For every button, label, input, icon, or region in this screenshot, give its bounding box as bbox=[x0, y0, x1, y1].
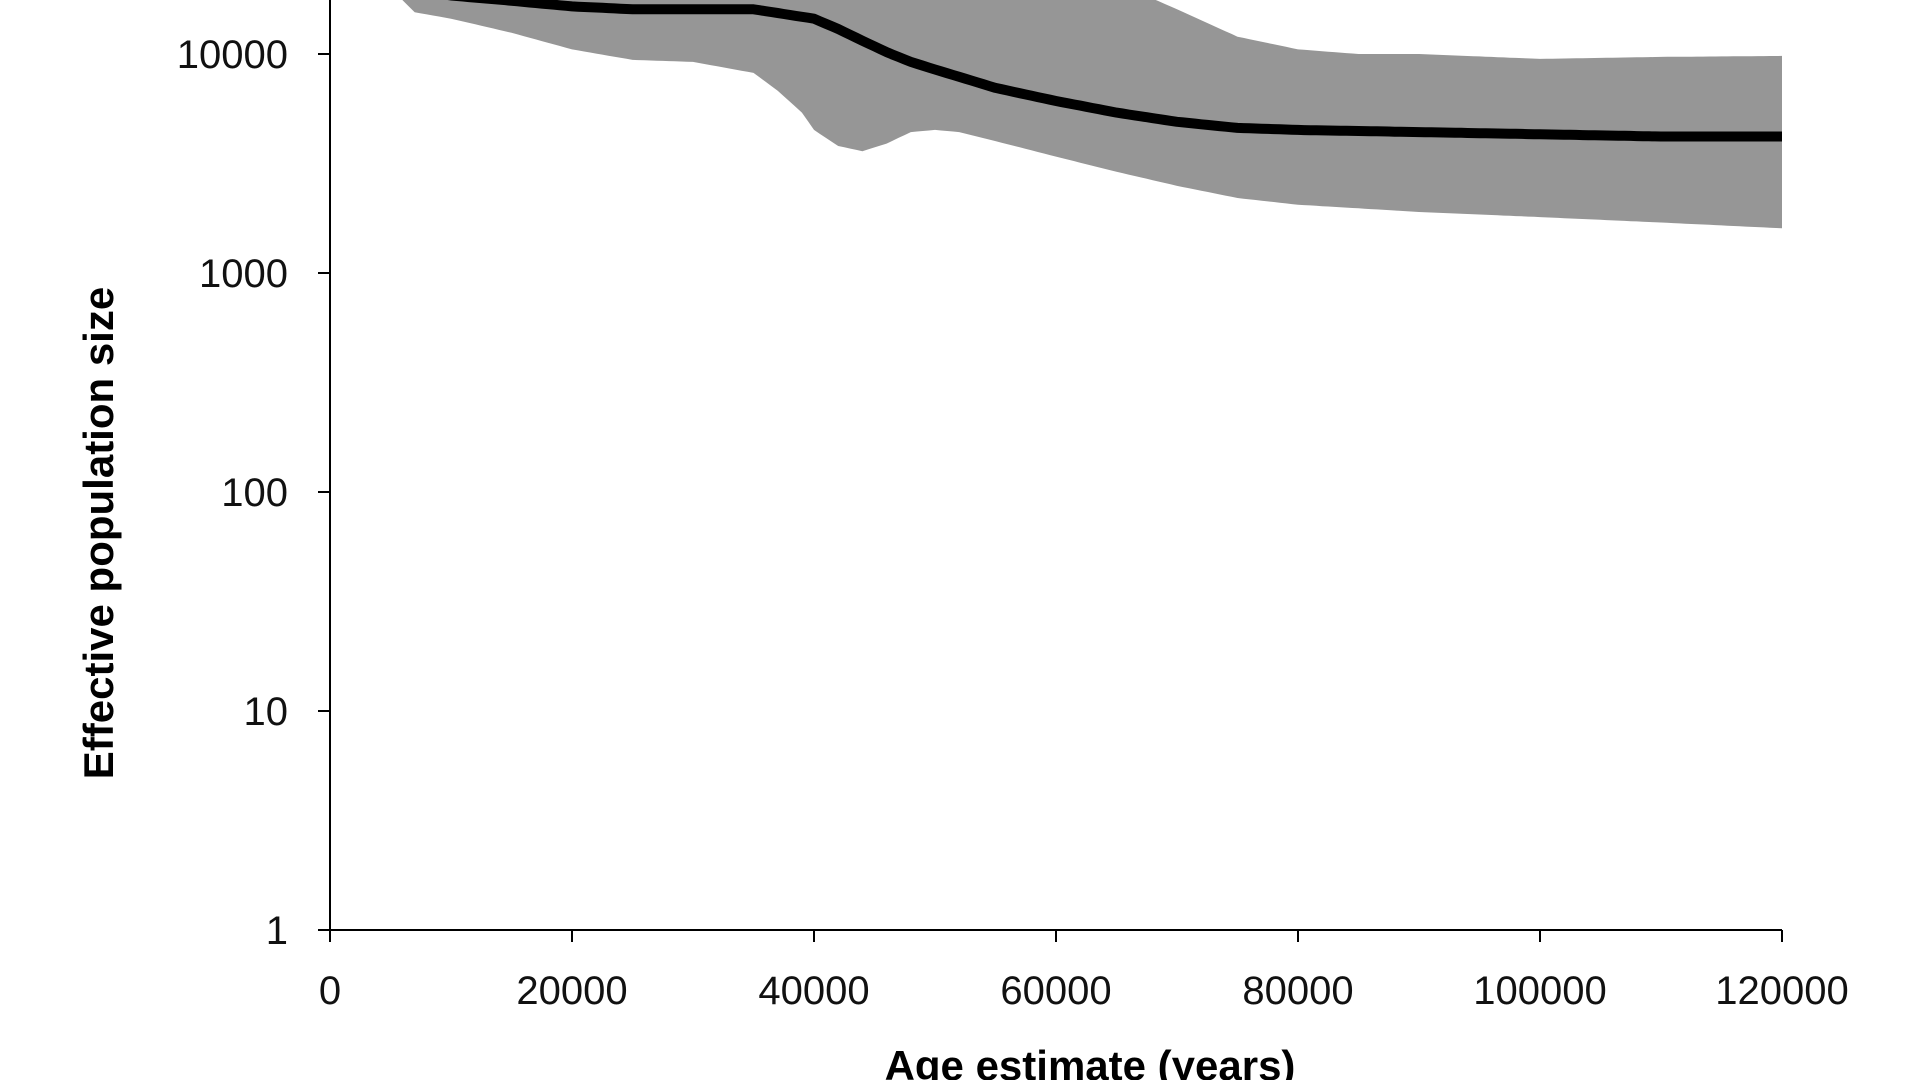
x-tick-label: 120000 bbox=[1715, 969, 1848, 1013]
hpd-band bbox=[402, 0, 1782, 229]
x-tick-label: 60000 bbox=[1000, 969, 1111, 1013]
x-tick-label: 80000 bbox=[1242, 969, 1353, 1013]
x-tick-label: 20000 bbox=[516, 969, 627, 1013]
x-tick-label: 100000 bbox=[1473, 969, 1606, 1013]
y-axis-title: Effective population size bbox=[75, 287, 122, 779]
median-line bbox=[447, 0, 1782, 142]
y-tick-label: 10 bbox=[244, 690, 289, 734]
x-tick-label: 40000 bbox=[758, 969, 869, 1013]
y-tick-label: 100 bbox=[221, 471, 288, 515]
y-tick-label: 10000 bbox=[177, 33, 288, 77]
y-tick-label: 1 bbox=[266, 909, 288, 953]
x-axis-title: Age estimate (years) bbox=[885, 1042, 1296, 1080]
x-tick-label: 0 bbox=[319, 969, 341, 1013]
y-tick-label: 1000 bbox=[199, 252, 288, 296]
